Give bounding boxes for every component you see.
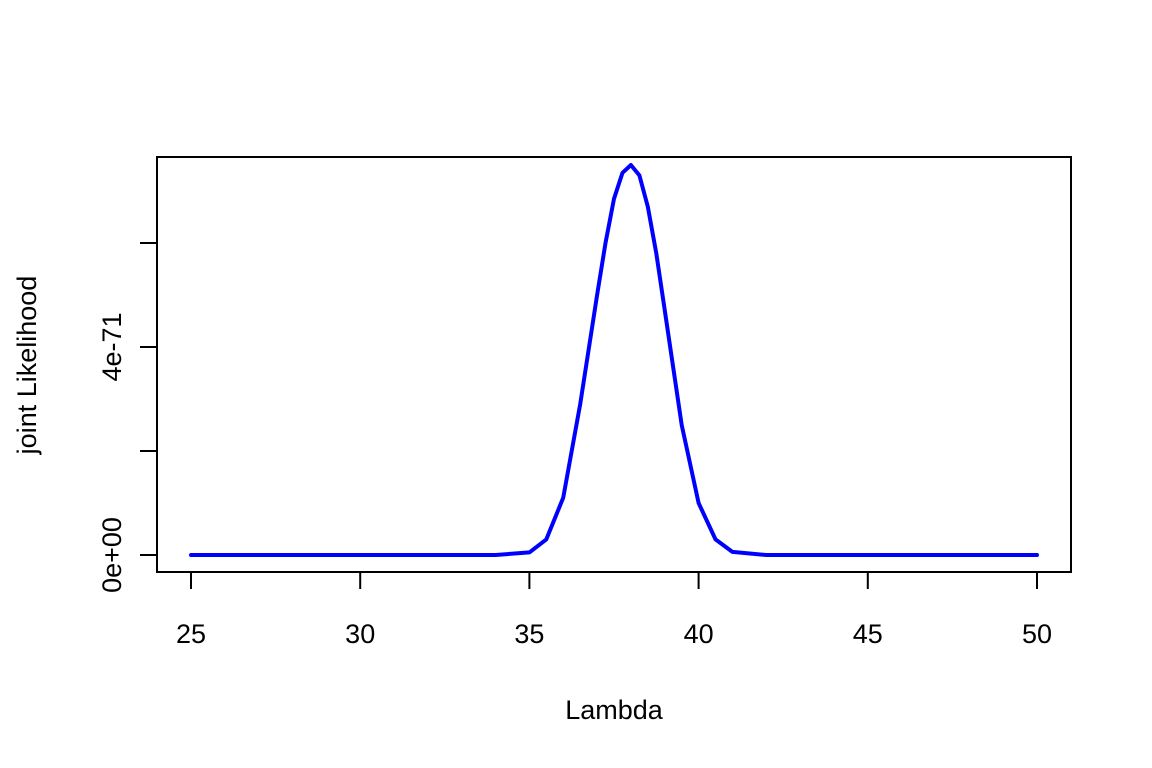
x-tick-label: 25 — [176, 619, 206, 649]
x-axis-title: Lambda — [565, 695, 664, 725]
x-tick-label: 50 — [1022, 619, 1052, 649]
y-tick-label: 0e+00 — [97, 517, 127, 593]
x-tick-label: 45 — [853, 619, 883, 649]
x-axis: 25 30 35 40 45 50 — [176, 571, 1052, 649]
x-tick-label: 40 — [684, 619, 714, 649]
x-tick-label: 30 — [345, 619, 375, 649]
x-tick-label: 35 — [514, 619, 544, 649]
y-axis-title: joint Likelihood — [12, 276, 42, 456]
y-axis: 0e+00 4e-71 — [97, 242, 158, 593]
series-layer — [189, 163, 1039, 557]
y-tick-label: 4e-71 — [97, 312, 127, 381]
plot-frame — [156, 156, 1072, 573]
series-line-0 — [189, 163, 1039, 557]
